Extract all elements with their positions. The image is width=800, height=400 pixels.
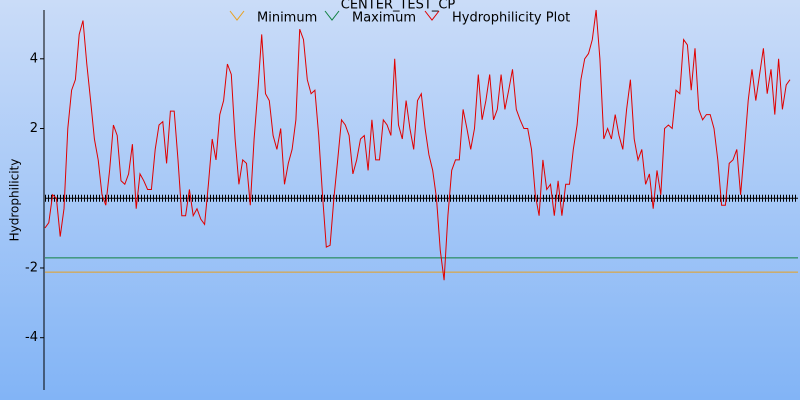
y-tick-label: 2	[30, 121, 38, 136]
legend-icon	[229, 10, 245, 21]
legend-icon	[324, 10, 340, 21]
legend-icon	[424, 10, 440, 21]
legend-label: Maximum	[352, 11, 416, 26]
data-line	[44, 9, 791, 281]
y-tick-label: -2	[25, 260, 38, 275]
legend-label: Hydrophilicity Plot	[452, 11, 570, 26]
chart-title: CENTER_TEST_CP	[341, 0, 456, 13]
legend-label: Minimum	[257, 11, 317, 26]
y-tick-label: 4	[30, 51, 38, 66]
y-tick-label: -4	[25, 330, 38, 345]
y-axis-label: Hydrophilicity	[8, 159, 22, 242]
